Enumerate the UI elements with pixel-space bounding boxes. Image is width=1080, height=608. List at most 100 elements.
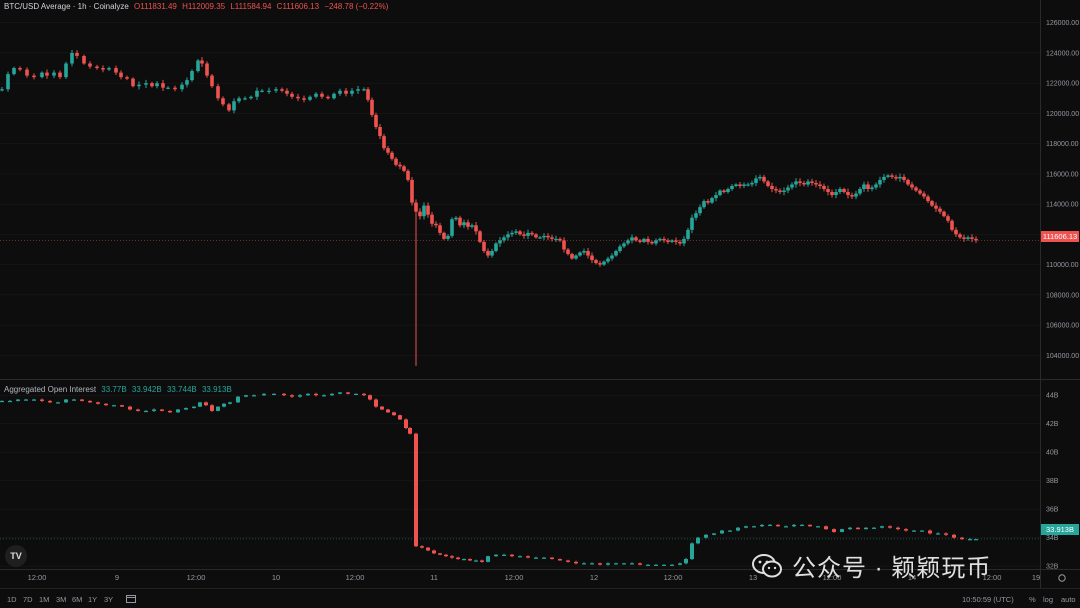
oi-candle[interactable] — [744, 526, 748, 528]
oi-candle[interactable] — [228, 402, 232, 404]
price-candle[interactable] — [834, 192, 838, 196]
price-candle[interactable] — [150, 83, 154, 87]
price-candle[interactable] — [338, 90, 342, 94]
range-7d[interactable]: 7D — [23, 595, 33, 604]
price-candle[interactable] — [52, 72, 56, 76]
price-candle[interactable] — [962, 237, 966, 239]
price-candle[interactable] — [267, 90, 271, 92]
price-candle[interactable] — [285, 90, 289, 94]
price-candle[interactable] — [302, 98, 306, 100]
price-candle[interactable] — [125, 77, 129, 79]
oi-candle[interactable] — [848, 527, 852, 530]
symbol-label[interactable]: BTC/USD Average · 1h · Coinalyze — [4, 2, 129, 11]
price-candle[interactable] — [326, 96, 330, 99]
price-candle[interactable] — [890, 175, 894, 177]
price-candle[interactable] — [878, 179, 882, 185]
oi-candle[interactable] — [678, 563, 682, 565]
oi-candle[interactable] — [24, 399, 28, 401]
price-candle[interactable] — [738, 184, 742, 186]
price-candle[interactable] — [630, 237, 634, 241]
price-candle[interactable] — [626, 240, 630, 244]
price-candle[interactable] — [402, 166, 406, 171]
price-candle[interactable] — [510, 232, 514, 235]
price-candle[interactable] — [255, 90, 259, 97]
price-candle[interactable] — [934, 205, 938, 209]
range-6m[interactable]: 6M — [72, 595, 83, 604]
price-candle[interactable] — [802, 182, 806, 185]
price-candle[interactable] — [938, 208, 942, 212]
price-candle[interactable] — [610, 255, 614, 259]
price-candle[interactable] — [260, 90, 264, 92]
price-candle[interactable] — [542, 235, 546, 238]
price-candle[interactable] — [870, 187, 874, 189]
price-candle[interactable] — [470, 225, 474, 227]
oi-candle[interactable] — [574, 561, 578, 564]
oi-candle[interactable] — [704, 534, 708, 538]
oi-candle[interactable] — [784, 526, 788, 528]
price-candle[interactable] — [690, 217, 694, 230]
calendar-icon[interactable] — [126, 594, 136, 603]
price-candle[interactable] — [794, 181, 798, 185]
price-candle[interactable] — [618, 246, 622, 251]
oi-candle[interactable] — [920, 530, 924, 532]
oi-candle[interactable] — [864, 527, 868, 530]
price-candle[interactable] — [898, 176, 902, 179]
price-candle[interactable] — [598, 263, 602, 265]
oi-candle[interactable] — [736, 527, 740, 531]
price-candle[interactable] — [161, 83, 165, 88]
oi-title[interactable]: Aggregated Open Interest — [4, 385, 97, 394]
price-candle[interactable] — [458, 217, 462, 226]
price-candle[interactable] — [196, 60, 200, 72]
oi-candle[interactable] — [272, 393, 276, 396]
oi-candle[interactable] — [542, 557, 546, 559]
oi-candle[interactable] — [598, 563, 602, 565]
oi-candle[interactable] — [56, 402, 60, 404]
oi-candle[interactable] — [728, 530, 732, 532]
price-candle[interactable] — [634, 237, 638, 241]
price-candle[interactable] — [518, 231, 522, 235]
price-candle[interactable] — [190, 71, 194, 81]
oi-candle[interactable] — [872, 527, 876, 529]
price-candle[interactable] — [70, 52, 74, 64]
oi-candle[interactable] — [840, 529, 844, 532]
price-candle[interactable] — [686, 229, 690, 239]
price-candle[interactable] — [243, 98, 247, 100]
settings-gear-icon[interactable] — [1058, 574, 1066, 582]
price-candle[interactable] — [550, 237, 554, 239]
oi-candle[interactable] — [792, 524, 796, 527]
price-candle[interactable] — [290, 93, 294, 97]
price-candle[interactable] — [25, 69, 29, 76]
price-candle[interactable] — [438, 225, 442, 233]
price-candle[interactable] — [666, 240, 670, 242]
price-candle[interactable] — [682, 238, 686, 244]
price-candle[interactable] — [678, 241, 682, 244]
price-candle[interactable] — [818, 184, 822, 186]
price-candle[interactable] — [582, 250, 586, 253]
price-candle[interactable] — [144, 83, 148, 85]
price-candle[interactable] — [710, 198, 714, 203]
oi-candle[interactable] — [176, 409, 180, 413]
price-candle[interactable] — [658, 238, 662, 241]
price-candle[interactable] — [155, 83, 159, 87]
oi-candle[interactable] — [808, 524, 812, 527]
price-candle[interactable] — [320, 93, 324, 97]
price-candle[interactable] — [734, 184, 738, 186]
oi-candle[interactable] — [222, 403, 226, 407]
oi-candle[interactable] — [614, 563, 618, 565]
oi-candle[interactable] — [510, 554, 514, 557]
price-candle[interactable] — [530, 232, 534, 235]
price-candle[interactable] — [642, 238, 646, 242]
oi-candle[interactable] — [96, 402, 100, 404]
oi-candle[interactable] — [298, 395, 302, 397]
oi-candle[interactable] — [768, 524, 772, 527]
price-candle[interactable] — [522, 234, 526, 236]
price-candle[interactable] — [830, 192, 834, 196]
price-candle[interactable] — [131, 78, 135, 87]
oi-candle[interactable] — [928, 530, 932, 534]
oi-candle[interactable] — [420, 546, 424, 548]
oi-candle[interactable] — [638, 563, 642, 565]
price-candle[interactable] — [714, 195, 718, 199]
price-candle[interactable] — [205, 63, 209, 76]
auto-toggle[interactable]: auto — [1061, 595, 1076, 604]
oi-candle[interactable] — [244, 395, 248, 397]
